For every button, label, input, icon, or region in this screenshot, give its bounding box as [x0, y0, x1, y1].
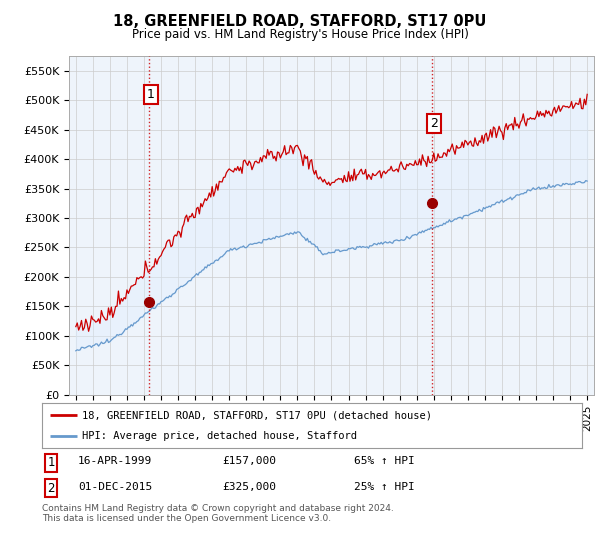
Text: 1: 1 [147, 88, 155, 101]
Text: 2: 2 [47, 482, 55, 494]
Text: 16-APR-1999: 16-APR-1999 [78, 456, 152, 466]
Text: 18, GREENFIELD ROAD, STAFFORD, ST17 0PU: 18, GREENFIELD ROAD, STAFFORD, ST17 0PU [113, 14, 487, 29]
Text: Contains HM Land Registry data © Crown copyright and database right 2024.
This d: Contains HM Land Registry data © Crown c… [42, 504, 394, 524]
Text: 25% ↑ HPI: 25% ↑ HPI [354, 482, 415, 492]
Text: 65% ↑ HPI: 65% ↑ HPI [354, 456, 415, 466]
Text: £157,000: £157,000 [222, 456, 276, 466]
Text: Price paid vs. HM Land Registry's House Price Index (HPI): Price paid vs. HM Land Registry's House … [131, 28, 469, 41]
Text: 1: 1 [47, 456, 55, 469]
Text: 18, GREENFIELD ROAD, STAFFORD, ST17 0PU (detached house): 18, GREENFIELD ROAD, STAFFORD, ST17 0PU … [83, 410, 433, 421]
Text: 2: 2 [430, 117, 438, 130]
Text: HPI: Average price, detached house, Stafford: HPI: Average price, detached house, Staf… [83, 431, 358, 441]
Text: £325,000: £325,000 [222, 482, 276, 492]
Text: 01-DEC-2015: 01-DEC-2015 [78, 482, 152, 492]
